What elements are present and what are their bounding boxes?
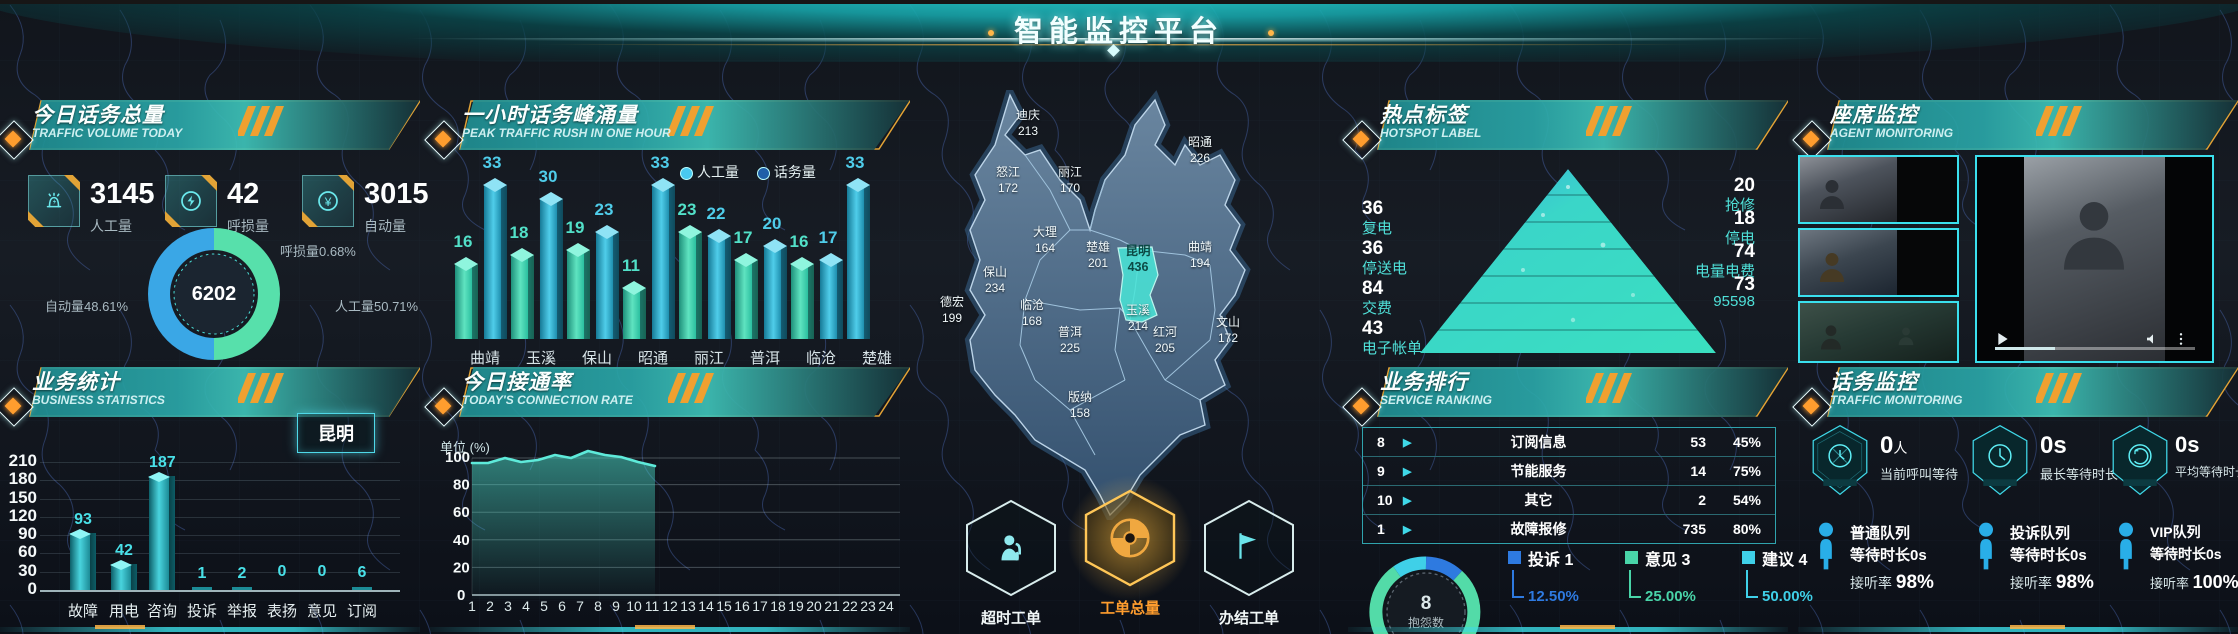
svg-text:21: 21 [824,598,840,614]
svg-text:1: 1 [468,598,476,614]
svg-text:80: 80 [453,477,470,494]
svg-text:23: 23 [860,598,876,614]
svg-text:6: 6 [558,598,566,614]
svg-text:5: 5 [540,598,548,614]
svg-text:15: 15 [716,598,732,614]
svg-text:2: 2 [486,598,494,614]
svg-text:12: 12 [662,598,678,614]
svg-text:14: 14 [698,598,714,614]
svg-text:11: 11 [645,598,660,614]
svg-text:3: 3 [504,598,512,614]
svg-text:8: 8 [594,598,602,614]
svg-text:17: 17 [752,598,768,614]
svg-text:4: 4 [522,598,530,614]
svg-text:6202: 6202 [192,283,237,305]
svg-text:40: 40 [453,532,470,549]
svg-text:24: 24 [878,598,894,614]
svg-text:18: 18 [770,598,786,614]
svg-text:100: 100 [445,449,470,466]
svg-text:0: 0 [457,587,465,604]
svg-text:7: 7 [576,598,584,614]
svg-text:19: 19 [788,598,804,614]
svg-text:20: 20 [453,559,470,576]
svg-text:22: 22 [842,598,858,614]
svg-text:8: 8 [1421,593,1432,614]
svg-text:10: 10 [626,598,642,614]
svg-text:20: 20 [806,598,822,614]
svg-text:¥: ¥ [324,195,332,209]
svg-text:60: 60 [453,504,470,521]
svg-text:13: 13 [680,598,696,614]
svg-text:16: 16 [734,598,750,614]
svg-text:9: 9 [612,598,620,614]
